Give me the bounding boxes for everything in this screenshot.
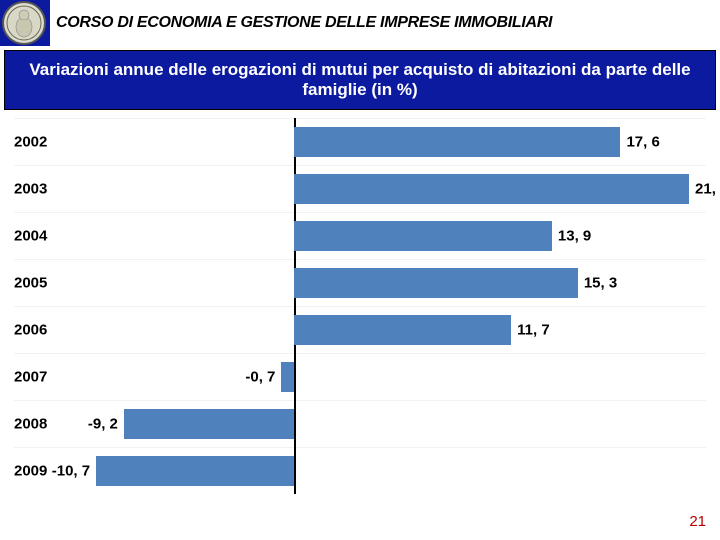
year-label: 2006 <box>14 322 70 339</box>
chart-row: 2005 15, 3 <box>14 259 706 306</box>
year-label: 2007 <box>14 369 70 386</box>
bar <box>281 362 294 391</box>
year-label: 2002 <box>14 134 70 151</box>
hbar-chart: 2002 17, 6 200321, 3 2004 13, 9 2005 15, 3 2006… <box>14 118 706 494</box>
bar <box>124 409 294 438</box>
bar <box>294 221 552 250</box>
value-label: -10, 7 <box>52 463 90 480</box>
chart-row: 2006 11, 7 <box>14 306 706 353</box>
chart-row: 2007 -0, 7 <box>14 353 706 400</box>
value-label: -9, 2 <box>88 416 118 433</box>
bar <box>294 268 578 297</box>
value-label: 17, 6 <box>626 134 659 151</box>
value-label: 11, 7 <box>517 322 550 339</box>
value-label: 13, 9 <box>558 228 591 245</box>
course-title: CORSO DI ECONOMIA E GESTIONE DELLE IMPRE… <box>50 0 720 46</box>
year-label: 2004 <box>14 228 70 245</box>
value-label: 21, 3 <box>695 181 720 198</box>
slide-title: Variazioni annue delle erogazioni di mut… <box>4 50 716 110</box>
page-number: 21 <box>689 513 706 530</box>
header-band: CORSO DI ECONOMIA E GESTIONE DELLE IMPRE… <box>0 0 720 46</box>
chart-row: 2004 13, 9 <box>14 212 706 259</box>
year-label: 2003 <box>14 181 70 198</box>
bar <box>294 315 511 344</box>
chart-row: 2002 17, 6 <box>14 118 706 165</box>
value-label: -0, 7 <box>245 369 275 386</box>
bar <box>294 127 620 156</box>
chart-row: 2009-10, 7 <box>14 447 706 494</box>
year-label: 2008 <box>14 416 70 433</box>
year-label: 2005 <box>14 275 70 292</box>
value-label: 15, 3 <box>584 275 617 292</box>
chart-row: 2008 -9, 2 <box>14 400 706 447</box>
university-seal-icon <box>2 1 46 45</box>
bar <box>96 456 294 485</box>
chart-row: 200321, 3 <box>14 165 706 212</box>
bar <box>294 174 689 203</box>
